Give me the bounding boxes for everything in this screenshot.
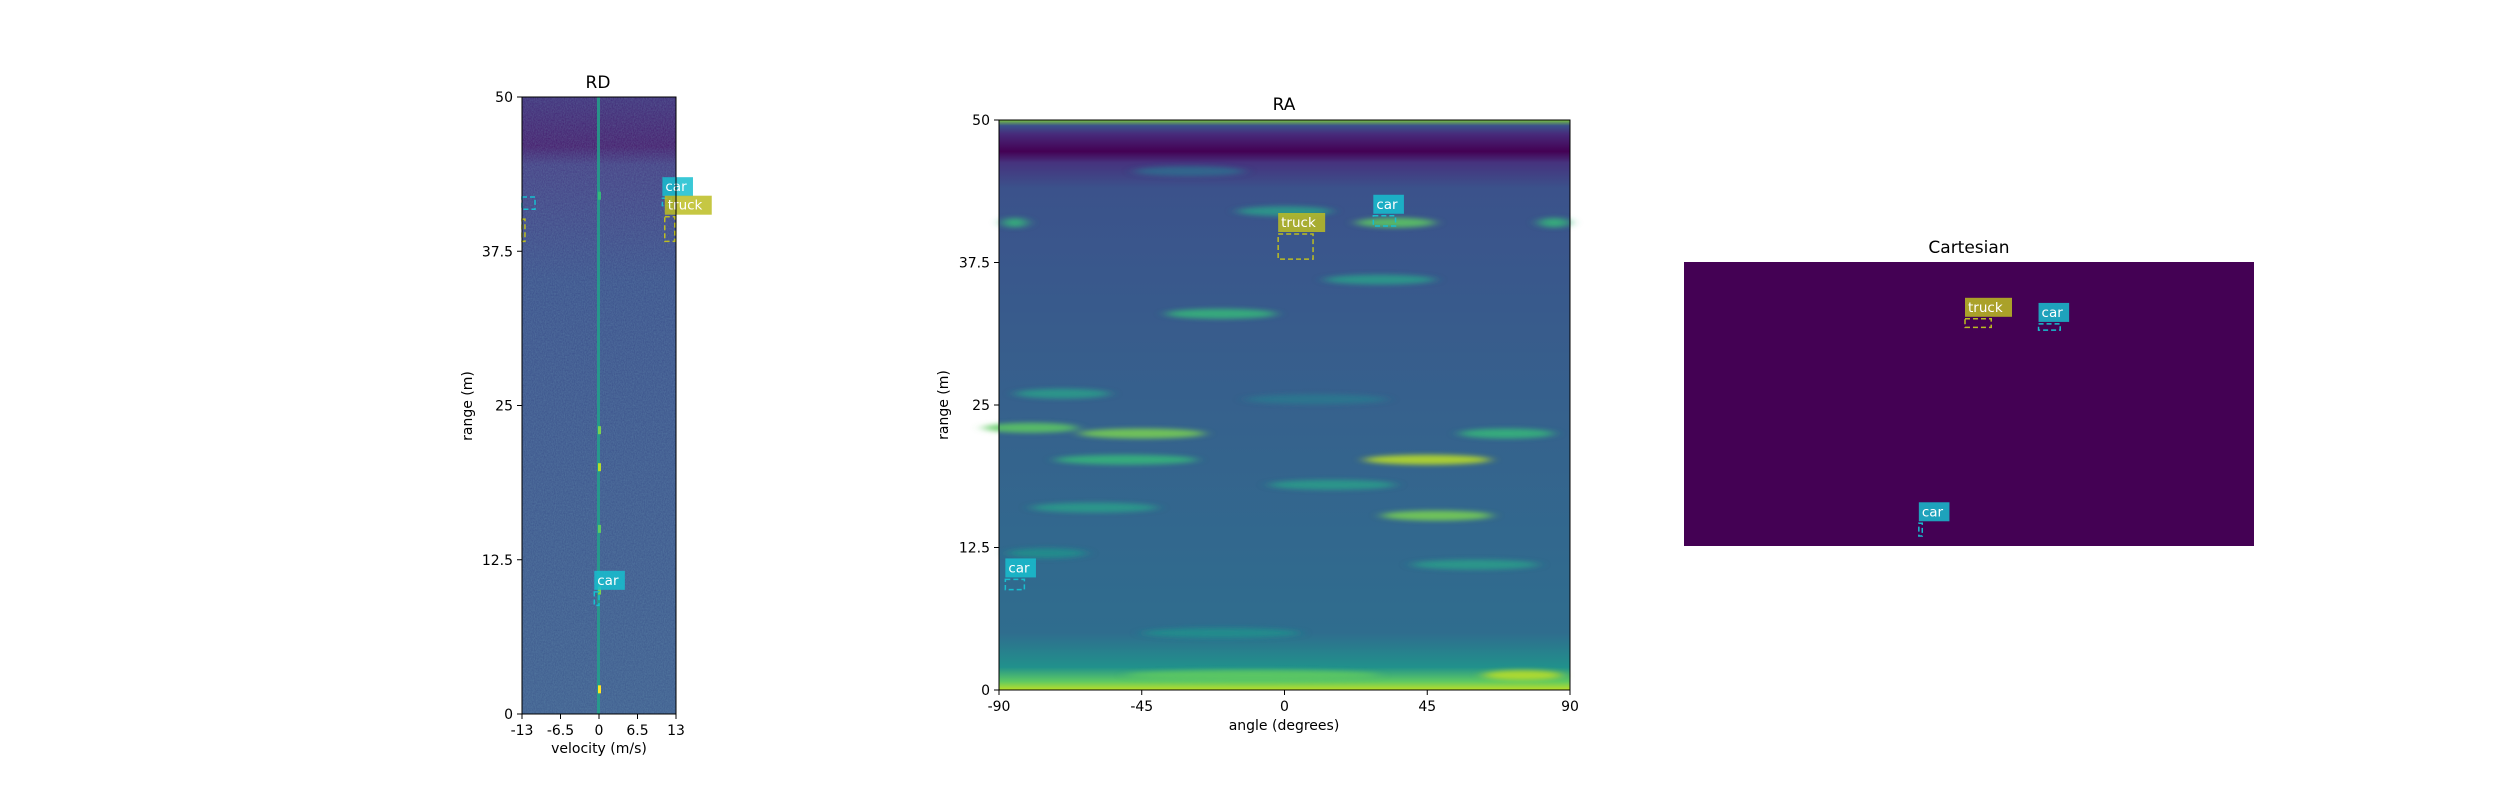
rd-ytick-label: 50 — [495, 90, 513, 106]
ra-reflection — [1078, 428, 1206, 439]
ra-xtick-label: -45 — [1130, 699, 1153, 715]
rd-reflection — [598, 586, 601, 595]
cartesian-panel: Cartesian truck car car — [1684, 238, 2254, 546]
ra-reflection — [1268, 479, 1396, 490]
ra-ytick-label: 37.5 — [959, 256, 990, 272]
rd-detection-box — [521, 218, 526, 243]
rd-ytick-label: 12.5 — [482, 553, 513, 569]
ra-detection-box — [1277, 233, 1314, 260]
rd-xtick-label: 13 — [667, 723, 685, 739]
ra-reflection — [1324, 274, 1436, 285]
ra-reflection — [1458, 428, 1555, 439]
ra-detection-box — [1004, 578, 1026, 591]
ra-title: RA — [1273, 95, 1296, 115]
rd-xtick-label: 0 — [595, 723, 604, 739]
ra-heatmap-background — [999, 120, 1570, 690]
ra-axes: -90 -45 0 45 90 0 12.5 25 37.5 50 — [959, 113, 1579, 715]
cartesian-detection-label-bg — [1918, 502, 1950, 522]
rd-axes: -13 -6.5 0 6.5 13 0 12.5 25 37.5 50 — [482, 90, 685, 739]
rd-xlabel: velocity (m/s) — [551, 741, 647, 757]
rd-ytick-label: 37.5 — [482, 244, 513, 260]
cartesian-detection-box — [2037, 323, 2061, 331]
ra-detection-label: car — [1376, 197, 1398, 213]
ra-reflection — [1054, 454, 1198, 465]
rd-reflection — [598, 426, 601, 435]
rd-detection-label: truck — [668, 198, 703, 214]
ra-detection-box — [1372, 215, 1397, 227]
ra-ytick-label: 25 — [972, 398, 990, 414]
rd-xtick-label: 6.5 — [626, 723, 648, 739]
ra-reflection — [983, 422, 1079, 433]
rd-xtick-label: -13 — [511, 723, 534, 739]
rd-ytick-label: 25 — [495, 399, 513, 415]
ra-reflection — [1538, 217, 1570, 228]
cartesian-detection-label: car — [1922, 504, 1944, 520]
ra-heatmap — [983, 120, 1570, 690]
rd-reflection — [598, 685, 601, 694]
ra-detection-label-bg — [1373, 194, 1404, 214]
ra-reflection — [1165, 308, 1277, 319]
ra-reflection — [1014, 388, 1111, 399]
ra-ytick-label: 0 — [981, 683, 990, 699]
ra-xtick-label: 45 — [1418, 699, 1436, 715]
cartesian-title: Cartesian — [1928, 238, 2009, 258]
ra-detection-label: truck — [1281, 215, 1316, 231]
ra-detection-label-bg — [1278, 213, 1326, 232]
ra-reflection — [1002, 217, 1028, 228]
rd-zero-doppler-line — [597, 97, 600, 714]
rd-detection-box — [663, 215, 676, 243]
rd-reflection — [598, 191, 601, 200]
ra-ylabel: range (m) — [936, 370, 952, 440]
rd-detection-label-bg — [662, 177, 693, 197]
ra-xtick-label: 90 — [1561, 699, 1579, 715]
rd-xtick-label: -6.5 — [547, 723, 574, 739]
cartesian-detection-label-bg — [2038, 302, 2070, 322]
rd-reflection — [598, 463, 601, 472]
rd-ylabel: range (m) — [460, 371, 476, 441]
rd-reflection — [598, 524, 601, 533]
ra-reflection — [1006, 548, 1087, 559]
cartesian-detection-box — [1918, 522, 1924, 537]
ra-ytick-label: 50 — [972, 113, 990, 129]
ra-reflection — [1363, 454, 1491, 465]
ra-detections: car truck car — [1004, 194, 1404, 591]
ra-reflection — [1482, 670, 1563, 681]
rd-detection-box — [593, 591, 600, 607]
ra-xtick-label: -90 — [988, 699, 1011, 715]
ra-reflection — [1355, 217, 1436, 228]
cartesian-detection-label-bg — [1965, 297, 2013, 317]
ra-reflections — [983, 166, 1570, 681]
cartesian-detections: truck car car — [1918, 297, 2070, 537]
ra-detection-label: car — [1008, 560, 1030, 576]
ra-detection-label-bg — [1005, 558, 1036, 578]
ra-reflection — [1133, 166, 1245, 177]
rd-heatmap — [522, 97, 676, 714]
rd-detection-label-bg — [594, 570, 625, 590]
ra-xtick-label: 0 — [1280, 699, 1289, 715]
ra-reflection — [1381, 510, 1493, 521]
ra-ytick-label: 12.5 — [959, 541, 990, 557]
ra-reflection — [1125, 670, 1380, 681]
rd-detection-label: car — [597, 573, 619, 589]
rd-title: RD — [586, 73, 611, 93]
cartesian-detection-label: truck — [1968, 300, 2003, 316]
cartesian-detection-box — [1964, 318, 1992, 329]
ra-reflection — [1244, 394, 1388, 405]
ra-xlabel: angle (degrees) — [1229, 718, 1340, 734]
ra-reflection — [1141, 628, 1301, 638]
ra-reflection — [1030, 502, 1158, 513]
ra-reflection — [1411, 559, 1539, 570]
cartesian-detection-label: car — [2042, 305, 2064, 321]
rd-ytick-label: 0 — [504, 707, 513, 723]
